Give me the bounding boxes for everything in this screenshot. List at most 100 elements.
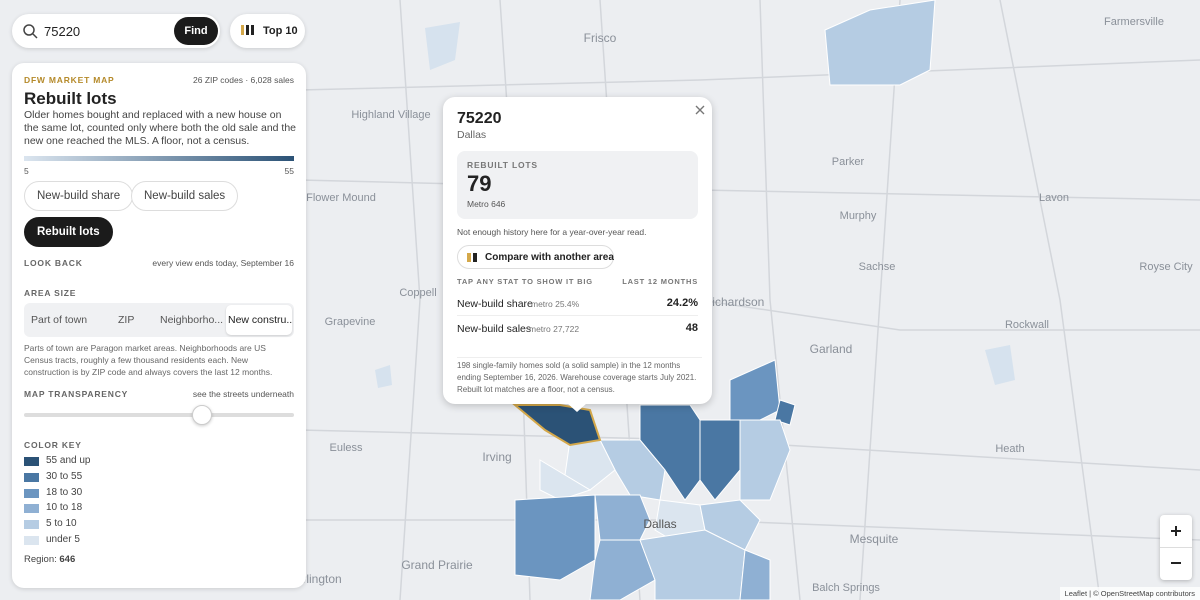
row-label: New-build share (457, 298, 533, 310)
stat-row[interactable]: New-build sales metro 27,722 48 (457, 316, 698, 341)
place-label: Farmersville (1104, 16, 1164, 28)
slider-track[interactable] (24, 413, 294, 417)
choropleth (512, 0, 936, 600)
region: Region: 646 (24, 554, 75, 565)
key-swatch (24, 472, 39, 482)
zoom-buttons[interactable] (1160, 515, 1192, 580)
popup-city: Dallas (457, 129, 487, 141)
place-label: Richardson (704, 295, 765, 309)
place-label: Heath (995, 443, 1024, 455)
panel-title: Rebuilt lots (24, 89, 117, 108)
segment[interactable]: Neighborho... (160, 314, 224, 326)
place-label: Grand Prairie (401, 558, 473, 572)
description: Older homes bought and replaced with a n… (24, 109, 297, 147)
map-labels: Frisco Farmersville Highland Village Flo… (294, 16, 1193, 594)
region-value: 646 (59, 554, 76, 565)
place-label: Flower Mound (306, 192, 376, 204)
segment[interactable]: Part of town (31, 314, 88, 326)
key-swatch (24, 488, 39, 498)
footnote: 198 single-family homes sold (a solid sa… (457, 357, 702, 396)
history-note: Not enough history here for a year-over-… (457, 227, 647, 237)
key-swatch (24, 504, 39, 514)
key-item: 10 to 18 (24, 502, 224, 516)
segmented-control: Part of town ZIP Neighborho... New const… (24, 303, 294, 337)
eyebrow: DFW MARKET MAP (24, 75, 115, 85)
row-value: 24.2% (666, 297, 698, 309)
place-label: Murphy (840, 210, 877, 222)
scale-bar (24, 156, 294, 161)
segment[interactable]: ZIP (118, 314, 135, 326)
place-label: Rockwall (1005, 319, 1049, 331)
place-label: Lavon (1039, 192, 1069, 204)
top10-label: Top 10 (263, 25, 298, 37)
popup: 75220 Dallas REBUILT LOTS 79 Metro 646 N… (443, 97, 712, 404)
top10-button[interactable]: Top 10 (230, 14, 305, 48)
attribution: Leaflet | © OpenStreetMap contributors (1059, 587, 1200, 600)
scale-min: 5 (24, 166, 29, 176)
place-label: Mesquite (850, 532, 899, 546)
key-swatch (24, 520, 39, 530)
metric-pill-active[interactable]: Rebuilt lots (24, 217, 113, 247)
find-button[interactable]: Find (174, 17, 218, 45)
place-label: Irving (482, 450, 511, 464)
region-label: Region: (24, 554, 57, 565)
place-label: Frisco (584, 31, 617, 45)
stat-value: 79 (467, 171, 492, 196)
place-label: Dallas (643, 517, 676, 531)
close-button[interactable] (695, 105, 705, 115)
stat-card[interactable]: REBUILT LOTS 79 Metro 646 (457, 151, 698, 219)
table-header-left: TAP ANY STAT TO SHOW IT BIG (457, 277, 593, 286)
scale-max: 55 (284, 166, 294, 176)
place-label: Grapevine (325, 316, 376, 328)
key-item: 30 to 55 (24, 471, 224, 485)
place-label: Arlington (294, 572, 341, 586)
transparency-label: MAP TRANSPARENCY (24, 389, 129, 399)
search-bar: 75220 Find (12, 14, 220, 48)
place-label: Euless (329, 442, 363, 454)
place-label: Garland (810, 342, 853, 356)
row-metro: metro 25.4% (531, 299, 580, 309)
key-item: under 5 (24, 534, 224, 548)
key-item: 5 to 10 (24, 518, 224, 532)
transparency-note: see the streets underneath (192, 389, 294, 399)
stat-row[interactable]: New-build share metro 25.4% 24.2% (457, 291, 698, 316)
popup-tail (567, 403, 587, 412)
stat-metro: Metro 646 (467, 199, 506, 209)
area-size-label: AREA SIZE (24, 288, 77, 298)
stat-label: REBUILT LOTS (467, 160, 538, 170)
key-label: under 5 (46, 534, 80, 545)
popup-zip: 75220 (457, 110, 502, 127)
summary: 26 ZIP codes · 6,028 sales (193, 75, 294, 85)
search-input[interactable]: 75220 (44, 24, 81, 39)
segment-active[interactable]: New constru... (226, 305, 292, 335)
row-label: New-build sales (457, 323, 532, 335)
key-label: 10 to 18 (46, 502, 83, 514)
place-label: Parker (832, 156, 865, 168)
look-back-label: LOOK BACK (24, 258, 83, 268)
key-swatch (24, 457, 39, 466)
key-item: 18 to 30 (24, 487, 224, 501)
key-label: 18 to 30 (46, 486, 83, 498)
search-icon (23, 24, 38, 39)
key-swatch (24, 536, 39, 545)
row-metro: metro 27,722 (529, 324, 580, 334)
table-header-right: LAST 12 MONTHS (622, 277, 698, 286)
metric-pill[interactable]: New-build share (24, 181, 134, 211)
place-label: Coppell (399, 287, 436, 299)
place-label: Balch Springs (812, 582, 880, 594)
place-label: Highland Village (351, 109, 430, 121)
slider-knob[interactable] (192, 405, 212, 425)
place-label: Royse City (1139, 261, 1193, 273)
area-size-note: Parts of town are Paragon market areas. … (24, 343, 273, 377)
metric-pill[interactable]: New-build sales (131, 181, 239, 211)
place-label: Sachse (859, 261, 896, 273)
key-item: 55 and up (24, 455, 224, 469)
side-panel: DFW MARKET MAP 26 ZIP codes · 6,028 sale… (12, 63, 306, 588)
compare-button[interactable]: Compare with another area (457, 245, 614, 269)
compare-label: Compare with another area (485, 252, 614, 263)
key-label: 30 to 55 (46, 470, 83, 482)
key-label: 55 and up (46, 455, 91, 466)
look-back-note: every view ends today, September 16 (152, 258, 294, 268)
